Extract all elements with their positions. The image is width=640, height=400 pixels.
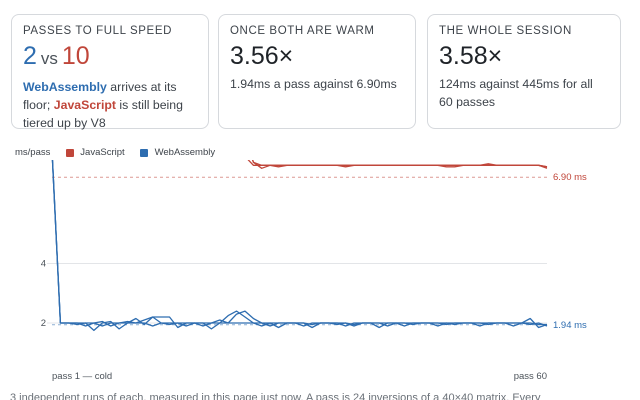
card-description: WebAssembly arrives at its floor; JavaSc… xyxy=(23,78,197,132)
wasm-run-line xyxy=(51,160,548,329)
footnote: 3 independent runs of each, measured in … xyxy=(10,392,541,400)
chart-legend: ms/pass JavaScript WebAssembly xyxy=(15,147,215,161)
y-unit-label: ms/pass xyxy=(15,147,51,158)
stat-card-passes-to-full-speed: PASSES TO FULL SPEED 2 vs 10 WebAssembly a… xyxy=(11,14,209,132)
wasm-legend-label: WebAssembly xyxy=(154,147,216,158)
js-end-label: 6.90 ms xyxy=(553,172,587,183)
desc-end: is still being tiered up by V8 xyxy=(23,98,183,130)
wasm-end-label: 1.94 ms xyxy=(553,320,587,331)
y-tick-label: 4 xyxy=(41,259,46,270)
js-run-line xyxy=(251,160,548,168)
card-label: PASSES TO FULL SPEED xyxy=(23,25,172,37)
js-run-line xyxy=(251,160,548,169)
card-value: 2 vs 10 xyxy=(23,41,197,74)
wasm-word: WebAssembly xyxy=(23,80,107,94)
js-legend-label: JavaScript xyxy=(80,147,125,158)
card-value: 3.56× xyxy=(230,42,294,70)
wasm-run-line xyxy=(51,160,547,327)
card-value: 3.58× xyxy=(439,42,503,70)
desc-mid: arrives at its floor; xyxy=(23,80,177,112)
wasm-passes-value: 2 xyxy=(23,42,37,70)
card-label: THE WHOLE SESSION xyxy=(439,25,572,37)
js-passes-value: 10 xyxy=(61,42,90,70)
card-description: 1.94ms a pass against 6.90ms xyxy=(230,77,397,91)
wasm-legend-swatch xyxy=(139,148,148,157)
steady-state-lines xyxy=(52,176,547,326)
vs-text: vs xyxy=(40,49,58,68)
series-lines xyxy=(51,160,548,332)
x-end-label: pass 60 xyxy=(514,371,547,382)
stat-card-whole-session: THE WHOLE SESSION 3.58× 124ms against 44… xyxy=(427,14,621,129)
x-start-label: pass 1 — cold xyxy=(52,371,112,382)
js-word: JavaScript xyxy=(53,98,116,112)
grid xyxy=(47,263,547,324)
wasm-run-line xyxy=(51,160,548,332)
y-tick-label: 2 xyxy=(41,318,46,329)
stat-cards: PASSES TO FULL SPEED 2 vs 10 WebAssembly a… xyxy=(11,14,621,132)
card-description: 124ms against 445ms for all 60 passes xyxy=(439,77,593,109)
stat-card-once-both-warm: ONCE BOTH ARE WARM 3.56× 1.94ms a pass a… xyxy=(218,14,416,129)
card-label: ONCE BOTH ARE WARM xyxy=(230,25,375,37)
js-legend-swatch xyxy=(65,148,74,157)
